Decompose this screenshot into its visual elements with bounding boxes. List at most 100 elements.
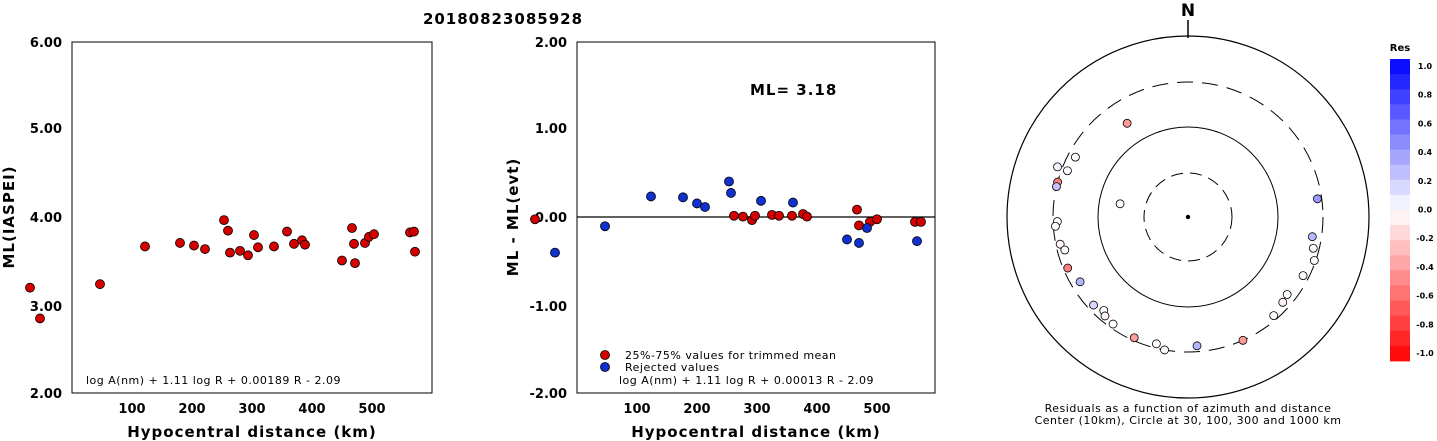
colorbar-tick-label: 0.0 xyxy=(1418,206,1433,215)
colorbar-cell xyxy=(1390,104,1410,120)
colorbar-cell xyxy=(1390,194,1410,211)
data-point xyxy=(700,202,710,212)
station-marker xyxy=(1055,239,1065,249)
data-points xyxy=(530,176,926,258)
data-point xyxy=(646,191,656,202)
colorbar-cell xyxy=(1390,59,1410,75)
data-point xyxy=(774,210,784,221)
data-point xyxy=(724,176,734,187)
data-point xyxy=(140,241,150,252)
data-point xyxy=(175,238,185,248)
data-point xyxy=(347,223,357,233)
data-point xyxy=(300,239,310,250)
legend: 25%-75% values for trimmed mean Rejected… xyxy=(600,349,837,374)
station-marker xyxy=(1313,194,1322,204)
data-point xyxy=(349,238,359,249)
colorbar-tick-label: -1.0 xyxy=(1416,349,1434,358)
data-point xyxy=(35,313,45,324)
station-marker xyxy=(1063,166,1072,176)
y-tick-labels: 6.00 5.00 4.00 3.00 2.00 xyxy=(30,36,62,402)
formula-label: log A(nm) + 1.11 log R + 0.00189 R - 2.0… xyxy=(86,374,341,387)
colorbar-cell xyxy=(1390,179,1410,196)
colorbar-tick-label: -0.6 xyxy=(1416,292,1434,301)
x-tick-label: 200 xyxy=(178,402,205,417)
data-point xyxy=(95,279,105,290)
colorbar-cell xyxy=(1390,119,1410,135)
data-point xyxy=(189,240,199,251)
data-point xyxy=(200,244,210,254)
data-point xyxy=(219,215,229,226)
x-tick-labels: 100 200 300 400 500 xyxy=(118,402,385,417)
data-point xyxy=(409,226,419,237)
x-tick-label: 400 xyxy=(803,402,830,417)
data-point xyxy=(692,198,702,209)
data-point xyxy=(802,211,812,222)
data-point xyxy=(369,229,379,240)
station-marker xyxy=(1070,152,1080,162)
y-tick-label: -2.00 xyxy=(530,387,567,402)
station-marker xyxy=(1063,263,1073,273)
data-point xyxy=(788,197,798,208)
data-point xyxy=(269,241,279,252)
station-marker xyxy=(1282,290,1292,299)
ring-30km xyxy=(1143,172,1233,262)
colorbar-cell xyxy=(1390,300,1410,317)
data-point xyxy=(678,192,688,203)
data-point xyxy=(862,223,872,233)
azimuth-residual-panel: N Residuals as a function of azimuth and… xyxy=(1006,1,1370,427)
station-marker xyxy=(1100,311,1110,321)
colorbar-tick-label: -0.8 xyxy=(1416,320,1434,329)
data-point xyxy=(854,238,864,248)
y-tick-label: 4.00 xyxy=(30,211,62,226)
station-marker xyxy=(1309,256,1319,265)
data-point xyxy=(223,225,233,236)
colorbar-tick-label: 0.4 xyxy=(1418,148,1433,157)
colorbar-tick-label: -0.2 xyxy=(1416,234,1434,243)
figure-title: 20180823085928 xyxy=(423,10,583,28)
station-marker xyxy=(1308,243,1318,253)
magnitude-vs-distance-panel: 6.00 5.00 4.00 3.00 2.00 100 200 300 400… xyxy=(0,36,433,441)
y-tick-labels: 2.00 1.00 0.00 -1.00 -2.00 xyxy=(530,36,567,402)
colorbar-tick-labels: 1.0 0.8 0.6 0.4 0.2 0.0 -0.2 -0.4 -0.6 -0.8 -1.0 xyxy=(1416,62,1434,358)
y-tick-label: 1.00 xyxy=(535,122,567,137)
colorbar-cell xyxy=(1390,345,1410,362)
data-point xyxy=(872,214,882,225)
station-marker xyxy=(1269,311,1279,321)
ring-100km xyxy=(1097,126,1279,308)
x-tick-label: 100 xyxy=(623,402,650,417)
y-tick-label: 3.00 xyxy=(30,300,62,315)
data-point xyxy=(249,230,259,240)
station-marker xyxy=(1278,297,1288,307)
station-marker xyxy=(1060,245,1070,255)
station-marker xyxy=(1129,333,1139,343)
colorbar-cell xyxy=(1390,210,1410,226)
station-marker xyxy=(1108,319,1118,329)
ml-annotation: ML= 3.18 xyxy=(750,81,837,99)
colorbar-cell xyxy=(1390,149,1410,166)
data-point xyxy=(726,188,736,198)
colorbar-cell xyxy=(1390,164,1410,181)
station-marker xyxy=(1053,162,1062,172)
x-axis-label: Hypocentral distance (km) xyxy=(127,423,377,441)
y-tick-label: 2.00 xyxy=(30,387,62,402)
station-marker xyxy=(1192,341,1202,351)
data-point xyxy=(916,216,926,227)
legend-label-trimmed: 25%-75% values for trimmed mean xyxy=(625,349,837,362)
colorbar-cell xyxy=(1390,89,1410,105)
y-tick-label: 5.00 xyxy=(30,122,62,137)
station-marker xyxy=(1298,271,1308,281)
y-axis-label: ML - ML(evt) xyxy=(504,158,522,276)
x-tick-labels: 100 200 300 400 500 xyxy=(623,402,890,417)
data-point xyxy=(530,214,540,225)
data-point xyxy=(852,204,862,215)
residual-vs-distance-panel: 2.00 1.00 0.00 -1.00 -2.00 100 200 300 4… xyxy=(504,36,936,441)
data-point xyxy=(337,255,347,266)
plot-frame xyxy=(71,41,433,394)
colorbar-cells xyxy=(1390,59,1410,362)
ring-300km xyxy=(1052,81,1324,353)
data-point xyxy=(282,226,292,237)
data-point xyxy=(550,247,560,258)
colorbar-cell xyxy=(1390,285,1410,301)
colorbar-tick-label: 0.6 xyxy=(1418,119,1433,128)
data-point xyxy=(243,250,253,261)
